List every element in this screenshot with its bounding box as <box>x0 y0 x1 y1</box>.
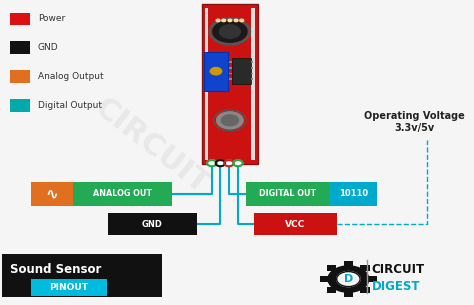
FancyBboxPatch shape <box>251 62 253 63</box>
FancyBboxPatch shape <box>2 254 162 297</box>
FancyBboxPatch shape <box>251 67 253 69</box>
Text: GND: GND <box>142 220 163 229</box>
FancyBboxPatch shape <box>360 287 370 293</box>
FancyBboxPatch shape <box>344 261 353 267</box>
Circle shape <box>233 160 243 166</box>
Text: VCC: VCC <box>285 220 305 229</box>
FancyBboxPatch shape <box>10 13 30 25</box>
Circle shape <box>213 20 247 42</box>
Circle shape <box>328 266 369 292</box>
Text: DIGITAL OUT: DIGITAL OUT <box>259 189 317 198</box>
FancyBboxPatch shape <box>251 8 255 160</box>
FancyBboxPatch shape <box>329 182 377 206</box>
FancyBboxPatch shape <box>229 78 232 80</box>
Text: Operating Voltage
3.3v/5v: Operating Voltage 3.3v/5v <box>365 111 465 133</box>
FancyBboxPatch shape <box>251 78 253 80</box>
Circle shape <box>222 19 226 22</box>
FancyBboxPatch shape <box>31 182 73 206</box>
FancyBboxPatch shape <box>10 70 30 83</box>
Circle shape <box>234 19 238 22</box>
FancyBboxPatch shape <box>232 58 251 84</box>
Text: Sound Sensor: Sound Sensor <box>10 264 102 276</box>
Text: ANALOG OUT: ANALOG OUT <box>93 189 152 198</box>
FancyBboxPatch shape <box>246 182 329 206</box>
FancyBboxPatch shape <box>320 276 329 282</box>
FancyBboxPatch shape <box>251 73 253 74</box>
Text: Digital Output: Digital Output <box>38 101 102 110</box>
Circle shape <box>216 19 220 22</box>
Text: DIGEST: DIGEST <box>372 280 420 293</box>
FancyBboxPatch shape <box>344 291 353 297</box>
FancyBboxPatch shape <box>10 99 30 112</box>
FancyBboxPatch shape <box>203 52 228 91</box>
Text: CIRCUIT: CIRCUIT <box>372 263 425 275</box>
FancyBboxPatch shape <box>229 67 232 69</box>
Circle shape <box>337 271 360 287</box>
Text: GND: GND <box>38 43 59 52</box>
Circle shape <box>219 25 240 38</box>
Circle shape <box>240 19 244 22</box>
Circle shape <box>210 67 222 75</box>
FancyBboxPatch shape <box>327 265 337 271</box>
Text: Power: Power <box>38 14 65 23</box>
FancyBboxPatch shape <box>31 279 107 296</box>
Text: Analog Output: Analog Output <box>38 72 103 81</box>
FancyBboxPatch shape <box>254 213 337 235</box>
Circle shape <box>207 160 217 166</box>
Text: ∿: ∿ <box>46 186 58 201</box>
FancyBboxPatch shape <box>327 287 337 293</box>
Text: 10110: 10110 <box>338 189 368 198</box>
Circle shape <box>217 112 243 129</box>
FancyBboxPatch shape <box>73 182 172 206</box>
Circle shape <box>221 115 238 126</box>
FancyBboxPatch shape <box>367 276 377 282</box>
Circle shape <box>224 160 234 166</box>
FancyBboxPatch shape <box>201 4 258 164</box>
FancyBboxPatch shape <box>229 62 232 63</box>
Circle shape <box>216 160 225 166</box>
FancyBboxPatch shape <box>10 41 30 54</box>
Circle shape <box>228 19 232 22</box>
FancyBboxPatch shape <box>229 73 232 74</box>
Text: CIRCUIT: CIRCUIT <box>89 93 214 200</box>
Text: PINOUT: PINOUT <box>49 283 88 292</box>
FancyBboxPatch shape <box>360 265 370 271</box>
FancyBboxPatch shape <box>205 8 209 160</box>
FancyBboxPatch shape <box>108 213 197 235</box>
Text: D: D <box>344 274 353 284</box>
